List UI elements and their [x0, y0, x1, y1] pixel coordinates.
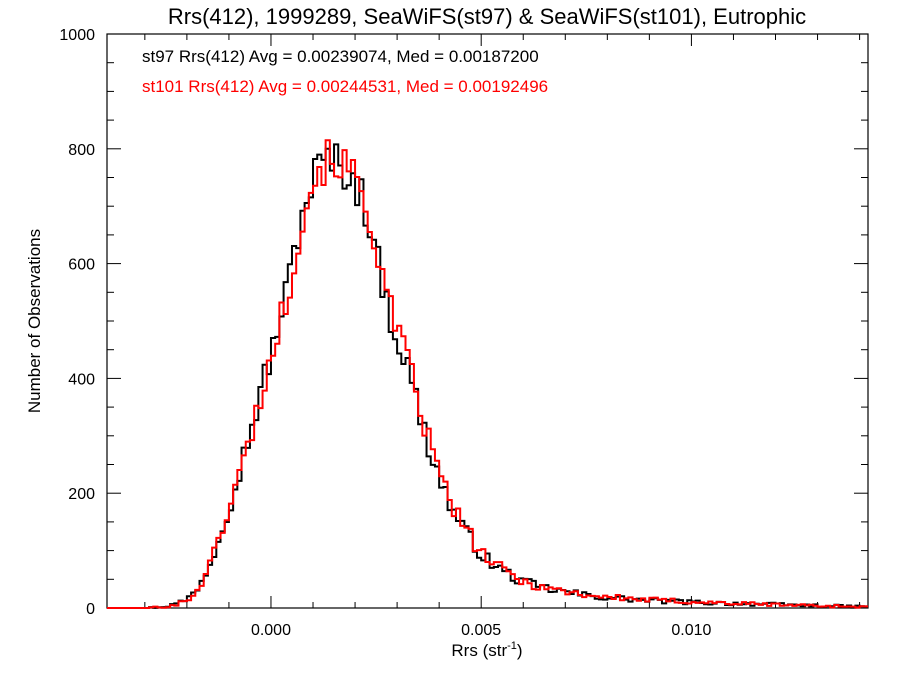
y-axis-ticks: 0 200 400 600 800 1000: [59, 27, 868, 618]
x-axis-label-close: ): [517, 641, 523, 660]
x-axis-ticks: 0.000 0.005 0.010: [144, 34, 861, 639]
histogram-series: [107, 139, 868, 609]
annotation-st101: st101 Rrs(412) Avg = 0.00244531, Med = 0…: [142, 77, 548, 96]
chart-title: Rrs(412), 1999289, SeaWiFS(st97) & SeaWi…: [168, 4, 806, 29]
plot-frame: [106, 33, 869, 609]
x-tick-label: 0.000: [251, 622, 291, 639]
x-tick-label: 0.010: [671, 622, 711, 639]
x-tick-label: 0.005: [461, 622, 501, 639]
y-tick-label: 400: [68, 371, 95, 388]
y-tick-label: 200: [68, 486, 95, 503]
x-axis-label-main: Rrs (str: [451, 641, 507, 660]
annotation-st97: st97 Rrs(412) Avg = 0.00239074, Med = 0.…: [142, 47, 539, 66]
y-tick-label: 1000: [59, 27, 95, 44]
x-axis-label: Rrs (str-1): [451, 640, 522, 660]
histogram-series-line: [107, 139, 868, 609]
y-axis-label: Number of Observations: [25, 229, 44, 413]
x-axis-label-sup: -1: [507, 640, 517, 652]
y-tick-label: 0: [86, 601, 95, 618]
y-tick-label: 600: [68, 257, 95, 274]
histogram-series-line: [107, 143, 868, 609]
y-tick-label: 800: [68, 142, 95, 159]
